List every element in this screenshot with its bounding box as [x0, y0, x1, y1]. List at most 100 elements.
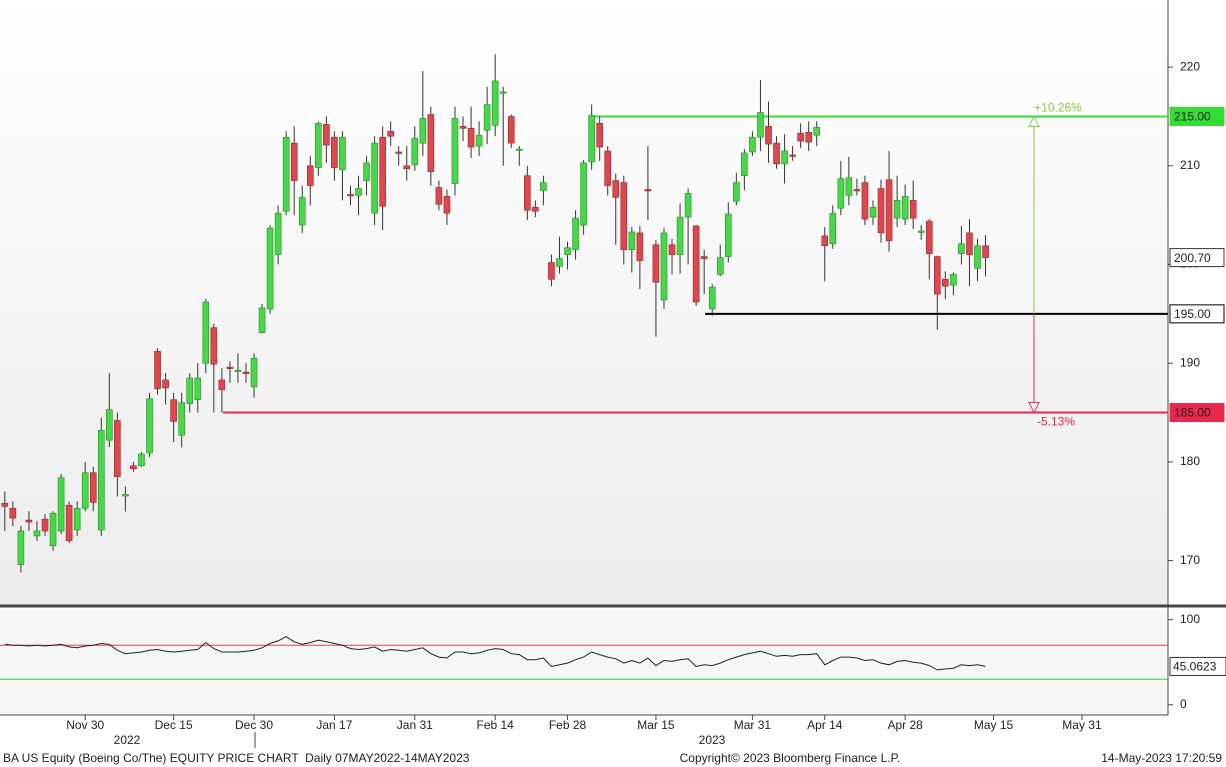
x-tick-label: Mar 15 [637, 718, 675, 732]
candle-body [540, 182, 547, 191]
candle-body [475, 134, 483, 147]
candle-body [942, 279, 949, 287]
x-tick-label: Feb 28 [549, 718, 587, 732]
candle-body [459, 126, 467, 129]
rsi-panel [0, 610, 1168, 715]
candle-body [765, 126, 772, 145]
candle-body [853, 189, 861, 192]
candle-body [202, 301, 210, 364]
candle-body [395, 151, 403, 154]
candle-body [347, 194, 354, 197]
x-tick-label: Nov 30 [66, 718, 104, 732]
up-arrow-head [1028, 115, 1040, 127]
candle-body [162, 379, 169, 389]
candle-body [620, 182, 628, 250]
candle-body [917, 230, 925, 233]
candle-body [797, 132, 804, 142]
candle-body [885, 179, 893, 242]
candle-body [676, 216, 684, 255]
candle-body [226, 366, 234, 369]
x-tick-label: Feb 14 [476, 718, 514, 732]
candle-body [805, 131, 812, 143]
footer-right: 14-May-2023 17:20:59 [1101, 751, 1222, 765]
candle-body [339, 136, 346, 171]
candle-body [17, 530, 25, 565]
candle-body [813, 127, 821, 136]
candle-body [524, 175, 531, 211]
candle-body [548, 262, 555, 280]
candle-body [234, 369, 242, 372]
candle-body [515, 148, 523, 151]
price-panel [0, 0, 1168, 605]
candle-body [877, 188, 885, 234]
candle-body [258, 307, 266, 333]
x-tick-label: May 15 [974, 718, 1014, 732]
candle-body [443, 196, 451, 214]
y-tick-label: 220 [1180, 59, 1200, 73]
candle-body [733, 182, 740, 202]
candle-body [636, 232, 644, 261]
candle-body [41, 518, 49, 532]
level-label-box [1169, 106, 1225, 126]
candle-body [379, 136, 386, 207]
candle-body [612, 180, 620, 198]
level-label: 195.00 [1174, 307, 1211, 321]
candle-body [371, 142, 378, 214]
candle-body [210, 327, 218, 365]
candle-body [242, 371, 250, 374]
candle-body [556, 258, 563, 267]
candle-body [821, 235, 829, 247]
last-price-label: 200.70 [1174, 251, 1211, 265]
rsi-value-label: 45.0623 [1173, 660, 1217, 674]
y-tick-label: 180 [1180, 454, 1200, 468]
candle-body [692, 225, 700, 303]
candle-body [363, 162, 370, 181]
candle-body [315, 123, 322, 169]
candle-body [532, 206, 539, 212]
candle-body [266, 227, 274, 310]
candle-body [652, 244, 660, 283]
candle-body [130, 465, 137, 470]
candle-body [564, 247, 571, 255]
candle-body [483, 104, 491, 131]
candle-body [73, 507, 81, 531]
candle-body [146, 398, 153, 454]
candle-body [668, 244, 676, 255]
x-tick-label: May 31 [1062, 718, 1102, 732]
annotation: -5.13% [1037, 415, 1075, 429]
level-label-box [1169, 304, 1225, 324]
candle-body [274, 212, 282, 255]
candle-body [419, 118, 427, 144]
x-tick-label: Mar 31 [734, 718, 772, 732]
candle-body [757, 112, 764, 138]
x-tick-label: Dec 30 [235, 718, 273, 732]
rsi-tick-label: 100 [1180, 612, 1200, 626]
candle-body [250, 357, 258, 388]
candle-body [387, 130, 394, 137]
candle-body [491, 80, 499, 126]
candle-body [298, 197, 306, 226]
down-arrow-head [1028, 402, 1040, 414]
candle-body [773, 142, 780, 165]
candle-body [427, 114, 435, 173]
candle-body [282, 136, 290, 212]
candle-body [588, 115, 595, 163]
candle-body [982, 245, 989, 258]
candle-body [869, 206, 877, 218]
footer-left: BA US Equity (Boeing Co/The) EQUITY PRIC… [3, 751, 470, 765]
candle-body [33, 530, 41, 537]
last-price-box [1169, 248, 1225, 268]
candle-body [724, 213, 732, 257]
candle-body [829, 212, 837, 245]
footer-center: Copyright© 2023 Bloomberg Finance L.P. [680, 751, 901, 765]
rsi-tick-label: 0 [1180, 697, 1187, 711]
x-tick-label: Jan 17 [316, 718, 352, 732]
candle-body [507, 116, 515, 144]
candle-body [467, 128, 475, 148]
candle-body [290, 142, 298, 181]
candle-body [499, 91, 507, 94]
candle-body [435, 187, 443, 205]
rsi-line [4, 636, 986, 671]
candle-body [909, 200, 917, 219]
